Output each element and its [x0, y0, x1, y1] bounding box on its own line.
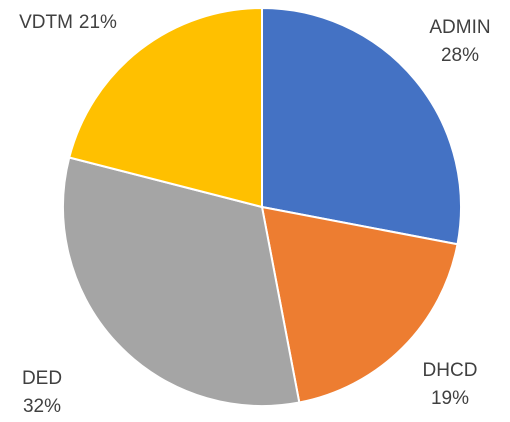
value-label: 19%	[431, 388, 469, 409]
category-label: DHCD	[423, 360, 478, 381]
value-label: 28%	[441, 45, 479, 66]
category-label: ADMIN	[429, 17, 490, 38]
category-label: VDTM	[19, 12, 73, 33]
pie-slice	[68, 6, 263, 209]
value-label: 32%	[23, 396, 61, 417]
category-label: DED	[22, 368, 62, 389]
data-label: DED 32%	[22, 368, 62, 417]
value-label: 21%	[79, 12, 117, 33]
data-label: DHCD 19%	[423, 360, 478, 409]
data-label: ADMIN 28%	[429, 17, 490, 66]
data-label: VDTM 21%	[19, 12, 117, 33]
pie-slice	[261, 6, 462, 246]
pie-slice	[260, 205, 459, 404]
pie-slice	[62, 156, 301, 407]
